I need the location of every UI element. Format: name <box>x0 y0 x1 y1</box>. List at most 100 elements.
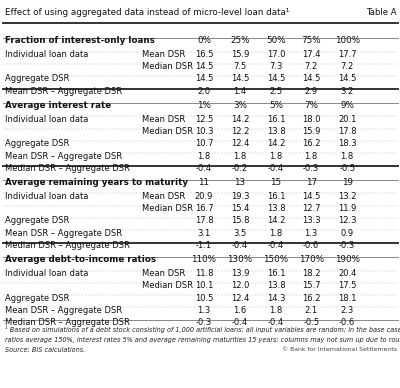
Text: 2.3: 2.3 <box>340 306 354 315</box>
Text: Mean DSR: Mean DSR <box>142 50 185 59</box>
Text: 13.2: 13.2 <box>338 192 356 201</box>
Text: 190%: 190% <box>335 255 360 264</box>
Text: 7.5: 7.5 <box>233 62 247 71</box>
Text: 3.5: 3.5 <box>233 229 247 238</box>
Text: ¹ Based on simulations of a debt stock consisting of 1,000 artificial loans; all: ¹ Based on simulations of a debt stock c… <box>5 326 400 333</box>
Text: 1.8: 1.8 <box>233 152 247 161</box>
Text: 100%: 100% <box>335 36 360 45</box>
Text: 17.4: 17.4 <box>302 50 320 59</box>
Text: 10.1: 10.1 <box>195 281 213 290</box>
Text: 17: 17 <box>306 178 317 187</box>
Text: 0.9: 0.9 <box>341 229 354 238</box>
Text: 16.1: 16.1 <box>267 269 285 278</box>
Text: 1.8: 1.8 <box>269 229 283 238</box>
Text: Median DSR – Aggregate DSR: Median DSR – Aggregate DSR <box>5 241 130 250</box>
Text: Median DSR: Median DSR <box>142 281 193 290</box>
Text: 1.4: 1.4 <box>234 87 246 96</box>
Text: 14.5: 14.5 <box>231 74 249 83</box>
Text: 2.5: 2.5 <box>270 87 282 96</box>
Text: 16.7: 16.7 <box>195 204 213 213</box>
Text: 17.8: 17.8 <box>195 217 213 225</box>
Text: -0.3: -0.3 <box>303 164 319 173</box>
Text: Source: BIS calculations.: Source: BIS calculations. <box>5 347 85 353</box>
Text: 3.1: 3.1 <box>197 229 211 238</box>
Text: -0.5: -0.5 <box>339 164 355 173</box>
Text: 15: 15 <box>270 178 282 187</box>
Text: 17.0: 17.0 <box>267 50 285 59</box>
Text: -0.4: -0.4 <box>196 164 212 173</box>
Text: 15.8: 15.8 <box>231 217 249 225</box>
Text: 75%: 75% <box>301 36 321 45</box>
Text: Average interest rate: Average interest rate <box>5 101 111 110</box>
Text: 15.4: 15.4 <box>231 204 249 213</box>
Text: 3.2: 3.2 <box>340 87 354 96</box>
Text: 20.1: 20.1 <box>338 115 356 124</box>
Text: 18.3: 18.3 <box>338 139 356 148</box>
Text: 17.8: 17.8 <box>338 127 356 136</box>
Text: ratios average 150%, interest rates 5% and average remaining maturities 15 years: ratios average 150%, interest rates 5% a… <box>5 336 400 343</box>
Text: 16.5: 16.5 <box>195 50 213 59</box>
Text: 12.0: 12.0 <box>231 281 249 290</box>
Text: 14.5: 14.5 <box>195 74 213 83</box>
Text: Mean DSR: Mean DSR <box>142 115 185 124</box>
Text: 3%: 3% <box>233 101 247 110</box>
Text: Mean DSR – Aggregate DSR: Mean DSR – Aggregate DSR <box>5 152 122 161</box>
Text: -0.4: -0.4 <box>268 318 284 327</box>
Text: 14.2: 14.2 <box>231 115 249 124</box>
Text: -0.4: -0.4 <box>232 318 248 327</box>
Text: 5%: 5% <box>269 101 283 110</box>
Text: 19.3: 19.3 <box>231 192 249 201</box>
Text: 11.9: 11.9 <box>338 204 356 213</box>
Text: 7.2: 7.2 <box>304 62 318 71</box>
Text: 110%: 110% <box>192 255 216 264</box>
Text: Median DSR: Median DSR <box>142 127 193 136</box>
Text: 14.5: 14.5 <box>267 74 285 83</box>
Text: Mean DSR: Mean DSR <box>142 192 185 201</box>
Text: 14.5: 14.5 <box>195 62 213 71</box>
Text: 170%: 170% <box>299 255 324 264</box>
Text: Individual loan data: Individual loan data <box>5 50 88 59</box>
Text: 12.3: 12.3 <box>338 217 356 225</box>
Text: Table A: Table A <box>366 8 397 17</box>
Text: Mean DSR – Aggregate DSR: Mean DSR – Aggregate DSR <box>5 87 122 96</box>
Text: -0.4: -0.4 <box>232 241 248 250</box>
Text: 12.4: 12.4 <box>231 139 249 148</box>
Text: Individual loan data: Individual loan data <box>5 192 88 201</box>
Text: 13.8: 13.8 <box>267 127 285 136</box>
Text: -0.4: -0.4 <box>268 241 284 250</box>
Text: Mean DSR – Aggregate DSR: Mean DSR – Aggregate DSR <box>5 306 122 315</box>
Text: 25%: 25% <box>230 36 250 45</box>
Text: Mean DSR: Mean DSR <box>142 269 185 278</box>
Text: 12.7: 12.7 <box>302 204 320 213</box>
Text: 1.3: 1.3 <box>197 306 211 315</box>
Text: 1.8: 1.8 <box>197 152 211 161</box>
Text: 15.9: 15.9 <box>302 127 320 136</box>
Text: Average debt-to-income ratios: Average debt-to-income ratios <box>5 255 156 264</box>
Text: 150%: 150% <box>264 255 288 264</box>
Text: Aggregate DSR: Aggregate DSR <box>5 294 69 303</box>
Text: 13.9: 13.9 <box>231 269 249 278</box>
Text: 13.8: 13.8 <box>267 204 285 213</box>
Text: 0%: 0% <box>197 36 211 45</box>
Text: 12.4: 12.4 <box>231 294 249 303</box>
Text: 15.7: 15.7 <box>302 281 320 290</box>
Text: Median DSR: Median DSR <box>142 62 193 71</box>
Text: 14.3: 14.3 <box>267 294 285 303</box>
Text: -0.2: -0.2 <box>232 164 248 173</box>
Text: 13.3: 13.3 <box>302 217 320 225</box>
Text: 18.2: 18.2 <box>302 269 320 278</box>
Text: 1.8: 1.8 <box>269 152 283 161</box>
Text: 18.1: 18.1 <box>338 294 356 303</box>
Text: 14.5: 14.5 <box>302 74 320 83</box>
Text: 50%: 50% <box>266 36 286 45</box>
Text: 20.9: 20.9 <box>195 192 213 201</box>
Text: 14.2: 14.2 <box>267 139 285 148</box>
Text: 11: 11 <box>198 178 210 187</box>
Text: 10.5: 10.5 <box>195 294 213 303</box>
Text: Median DSR: Median DSR <box>142 204 193 213</box>
Text: 14.5: 14.5 <box>302 192 320 201</box>
Text: 19: 19 <box>342 178 353 187</box>
Text: 1%: 1% <box>197 101 211 110</box>
Text: 16.2: 16.2 <box>302 294 320 303</box>
Text: Aggregate DSR: Aggregate DSR <box>5 139 69 148</box>
